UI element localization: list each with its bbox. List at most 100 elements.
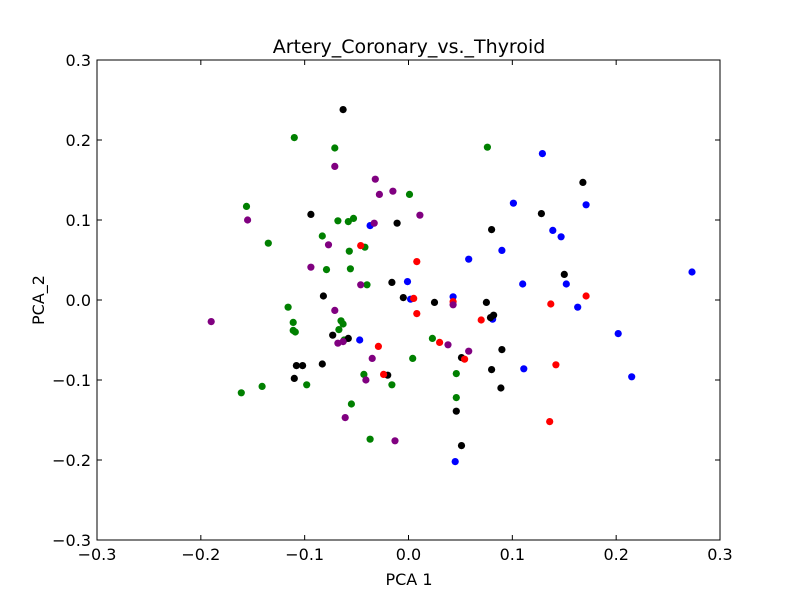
y-axis-label: PCA_2 xyxy=(29,275,49,325)
data-point-s0-8 xyxy=(264,239,272,247)
data-point-s2-8 xyxy=(319,292,327,300)
data-point-s3-13 xyxy=(546,418,554,426)
data-point-s4-8 xyxy=(307,263,315,271)
data-point-s4-2 xyxy=(389,187,397,195)
x-axis-label: PCA 1 xyxy=(385,570,432,589)
data-point-s0-33 xyxy=(366,435,374,443)
data-point-s4-9 xyxy=(357,281,365,289)
data-point-s2-21 xyxy=(488,366,496,374)
data-point-s1-16 xyxy=(614,330,622,338)
data-point-s4-17 xyxy=(368,354,376,362)
data-point-s0-25 xyxy=(452,370,460,378)
data-point-s4-16 xyxy=(465,347,473,355)
x-tick-label-4: 0.1 xyxy=(500,545,525,564)
data-point-s2-13 xyxy=(486,314,495,322)
y-tick-label-2: −0.1 xyxy=(52,371,91,390)
data-point-s2-3 xyxy=(537,210,546,218)
data-point-s3-1 xyxy=(413,258,421,266)
data-point-s0-21 xyxy=(335,326,343,334)
data-point-s0-5 xyxy=(349,214,358,222)
data-point-s3-12 xyxy=(380,370,388,378)
data-point-s4-20 xyxy=(391,437,399,445)
data-point-s4-18 xyxy=(362,376,370,384)
data-point-s2-7 xyxy=(388,278,396,286)
data-point-s0-19 xyxy=(291,328,299,336)
y-tick-label-5: 0.2 xyxy=(66,131,91,150)
x-tick-label-2: −0.1 xyxy=(285,545,324,564)
data-point-s4-6 xyxy=(370,219,378,227)
data-point-s3-6 xyxy=(413,310,421,318)
y-tick-label-6: 0.3 xyxy=(66,51,91,70)
data-point-s2-11 xyxy=(482,298,490,306)
data-point-s2-14 xyxy=(329,331,337,339)
data-point-s3-11 xyxy=(552,361,560,369)
data-point-s2-6 xyxy=(560,270,568,278)
data-point-s3-0 xyxy=(357,242,365,250)
data-point-s1-9 xyxy=(562,280,570,288)
data-point-s4-19 xyxy=(341,414,349,422)
data-point-s0-9 xyxy=(318,232,326,240)
data-point-s0-20 xyxy=(339,320,347,328)
data-point-s2-9 xyxy=(399,294,407,302)
x-tick-label-0: −0.3 xyxy=(78,545,117,564)
data-point-s0-6 xyxy=(334,217,342,225)
data-point-s4-15 xyxy=(444,341,452,349)
y-tick-label-4: 0.1 xyxy=(66,211,91,230)
y-tick-label-1: −0.2 xyxy=(52,451,91,470)
data-point-s4-12 xyxy=(207,318,215,326)
data-point-s1-0 xyxy=(538,150,547,158)
chart-title: Artery_Coronary_vs._Thyroid xyxy=(273,36,546,58)
data-point-s0-31 xyxy=(452,394,460,402)
data-point-s4-4 xyxy=(416,211,424,219)
data-point-s0-3 xyxy=(242,202,251,210)
data-point-s1-13 xyxy=(574,303,582,311)
data-point-s2-15 xyxy=(344,334,352,342)
x-tick-label-1: −0.2 xyxy=(181,545,220,564)
data-point-s2-4 xyxy=(393,219,401,227)
x-tick-label-3: 0.0 xyxy=(396,545,421,564)
data-point-s0-28 xyxy=(258,382,266,390)
data-point-s2-24 xyxy=(497,384,505,392)
y-tick-label-3: 0.0 xyxy=(66,291,91,310)
data-point-s0-7 xyxy=(344,218,352,226)
data-point-s0-26 xyxy=(360,370,368,378)
data-point-s4-0 xyxy=(331,162,339,170)
data-point-s3-8 xyxy=(436,338,444,346)
data-point-s1-15 xyxy=(356,336,364,344)
data-point-s0-4 xyxy=(405,190,414,198)
data-point-s2-22 xyxy=(290,374,298,382)
data-point-s0-2 xyxy=(331,144,339,152)
data-point-s1-10 xyxy=(403,278,412,286)
data-point-s2-1 xyxy=(579,178,587,186)
data-point-s0-17 xyxy=(289,318,297,326)
data-point-s2-5 xyxy=(488,226,496,234)
data-point-s1-1 xyxy=(509,199,517,207)
data-point-s0-30 xyxy=(388,381,396,389)
data-point-s0-22 xyxy=(428,334,436,342)
data-point-s1-17 xyxy=(520,365,528,373)
data-point-s1-2 xyxy=(582,201,590,209)
y-tick-label-0: −0.3 xyxy=(52,531,91,550)
data-point-s1-5 xyxy=(498,246,506,254)
x-tick-label-5: 0.2 xyxy=(603,545,628,564)
data-point-s0-12 xyxy=(322,266,331,274)
data-point-s4-14 xyxy=(334,339,342,347)
data-point-s2-18 xyxy=(299,362,307,370)
data-point-s1-3 xyxy=(549,226,557,234)
data-point-s1-6 xyxy=(465,255,473,263)
data-point-s4-5 xyxy=(244,216,252,224)
x-tick-label-6: 0.3 xyxy=(707,545,732,564)
data-point-s0-32 xyxy=(347,400,355,408)
points-layer xyxy=(207,106,696,466)
data-point-s0-24 xyxy=(409,354,417,362)
data-point-s0-11 xyxy=(345,247,353,255)
data-point-s4-7 xyxy=(324,241,333,249)
data-point-s1-8 xyxy=(519,280,527,288)
data-point-s0-13 xyxy=(346,265,354,273)
data-point-s3-2 xyxy=(410,294,418,302)
data-point-s2-0 xyxy=(339,106,347,114)
data-point-s3-4 xyxy=(547,300,555,308)
data-point-s0-0 xyxy=(290,134,298,142)
data-point-s0-1 xyxy=(483,143,491,151)
